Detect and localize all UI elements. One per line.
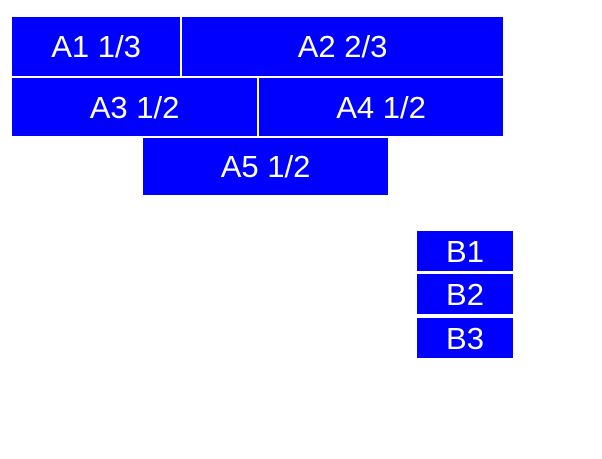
box-a3: A3 1/2 (12, 78, 257, 136)
box-b2: B2 (417, 274, 513, 314)
box-a4: A4 1/2 (259, 78, 503, 136)
box-a2: A2 2/3 (182, 17, 503, 76)
box-b3: B3 (417, 318, 513, 358)
box-b1: B1 (417, 231, 513, 271)
box-a1: A1 1/3 (12, 17, 180, 76)
box-a5: A5 1/2 (143, 138, 388, 195)
